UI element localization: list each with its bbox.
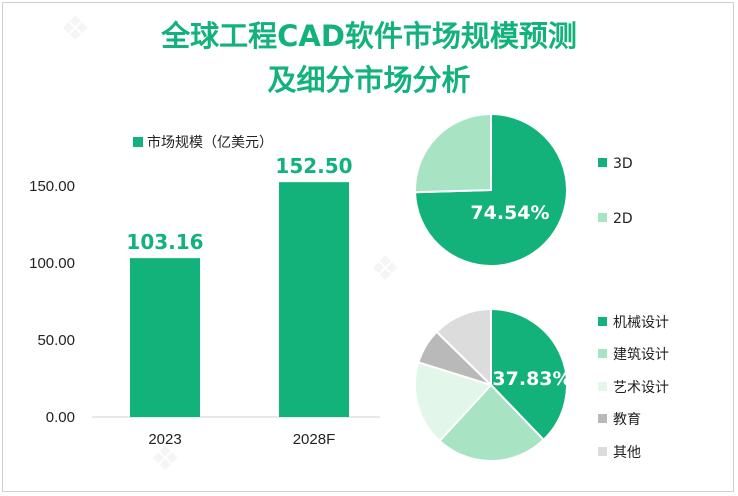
bar-legend-swatch: [133, 137, 143, 147]
chart-frame: [2, 2, 734, 492]
watermark-mark: ❖: [60, 9, 90, 49]
y-tick-label: 100.00: [29, 255, 75, 272]
pie1-legend-swatch-2d: [598, 213, 607, 222]
pie-3d-2d: [414, 112, 568, 267]
title-line-2: 及细分市场分析: [267, 63, 471, 97]
pie2-legend-arch: 建筑设计: [613, 347, 669, 363]
bar-data-label: 152.50: [275, 154, 352, 178]
pie2-legend-edu: 教育: [613, 412, 641, 428]
x-tick-label: 2028F: [293, 431, 336, 448]
pie2-legend-swatch-other: [598, 447, 607, 456]
y-tick-label: 50.00: [37, 332, 75, 349]
pie-slice-arch: [438, 383, 546, 462]
x-tick-label: 2023: [148, 431, 181, 448]
pie2-legend-mech: 机械设计: [613, 315, 669, 331]
watermark-mark: ❖: [370, 249, 400, 289]
y-tick-label: 150.00: [29, 178, 75, 195]
pie2-legend-other: 其他: [613, 445, 641, 461]
pie1-legend-3d: 3D: [613, 156, 633, 172]
pie-slice-3d: [414, 112, 568, 267]
bar-legend-label: 市场规模（亿美元）: [147, 134, 273, 151]
pie1-data-label: 74.54%: [470, 202, 549, 224]
y-tick-label: 0.00: [46, 409, 75, 426]
pie2-legend-swatch-mech: [598, 317, 607, 326]
pie-slice-mech: [490, 307, 568, 442]
pie-slice-2d: [414, 112, 492, 194]
pie2-legend-swatch-arch: [598, 349, 607, 358]
watermark-layer: ❖ ❖ ❖: [60, 9, 400, 479]
pie2-legend-swatch-art: [598, 382, 607, 391]
bar-data-label: 103.16: [126, 230, 203, 254]
pie1-legend-swatch-3d: [598, 158, 607, 167]
pie2-data-label: 37.83%: [492, 368, 571, 390]
pie1-legend-2d: 2D: [613, 211, 633, 227]
pie-slice-art: [414, 361, 493, 443]
title-line-1: 全球工程CAD软件市场规模预测: [161, 19, 577, 53]
pie2-legend-art: 艺术设计: [613, 380, 669, 396]
pie-slice-other: [435, 307, 492, 388]
pie2-legend-swatch-edu: [598, 414, 607, 423]
pie-segments: [414, 307, 568, 462]
bar-2023: [130, 258, 200, 417]
chart-title: 全球工程CAD软件市场规模预测 及细分市场分析: [0, 14, 738, 102]
bar-2028f: [279, 182, 349, 417]
